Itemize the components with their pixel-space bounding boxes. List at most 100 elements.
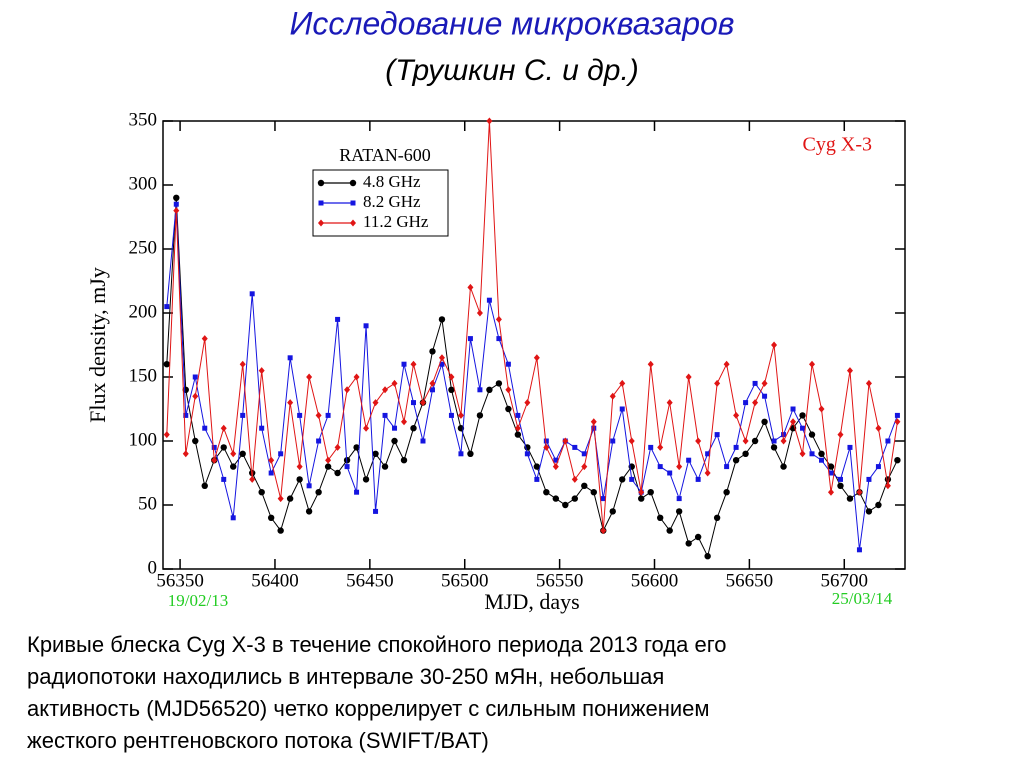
marker	[353, 373, 360, 381]
x-tick-label: 56700	[821, 570, 869, 591]
marker	[676, 496, 682, 502]
marker	[201, 482, 208, 489]
marker	[609, 392, 616, 400]
marker	[695, 437, 702, 445]
marker	[713, 514, 721, 521]
marker	[448, 412, 454, 418]
end-date: 25/03/14	[832, 589, 893, 608]
marker	[619, 406, 625, 412]
marker	[866, 476, 872, 482]
marker	[192, 392, 199, 400]
y-tick-label: 250	[129, 237, 158, 258]
y-tick-label: 300	[129, 173, 158, 194]
marker	[780, 463, 787, 470]
marker	[391, 437, 398, 445]
marker	[619, 476, 626, 483]
marker	[240, 412, 246, 418]
marker	[230, 450, 237, 458]
marker	[534, 476, 540, 482]
marker	[761, 418, 768, 425]
marker	[675, 508, 683, 515]
marker	[562, 437, 569, 445]
marker	[353, 444, 360, 451]
marker	[163, 431, 170, 439]
marker	[349, 179, 357, 187]
x-tick-label: 56600	[631, 570, 679, 591]
series-line	[166, 120, 898, 531]
plot-frame	[162, 120, 906, 570]
marker	[638, 495, 645, 502]
marker	[837, 482, 844, 489]
marker	[724, 464, 730, 470]
marker	[268, 456, 275, 464]
marker	[847, 444, 853, 450]
marker	[391, 379, 398, 387]
marker	[382, 386, 389, 394]
marker	[828, 470, 834, 476]
marker	[362, 476, 370, 483]
marker	[410, 425, 417, 432]
marker	[287, 355, 293, 361]
marker	[334, 443, 341, 451]
marker	[381, 463, 389, 470]
marker	[837, 476, 843, 482]
x-axis-label: MJD, days	[484, 589, 579, 614]
marker	[590, 489, 597, 496]
slide-title: Исследование микроквазаров	[290, 5, 735, 41]
y-tick-label: 150	[129, 365, 158, 386]
marker	[211, 456, 218, 464]
marker	[325, 456, 332, 464]
marker	[363, 323, 369, 329]
marker	[781, 432, 787, 438]
marker	[476, 309, 483, 317]
marker	[192, 437, 199, 445]
marker	[799, 450, 806, 458]
marker	[259, 425, 265, 431]
legend-label: 8.2 GHz	[363, 192, 421, 211]
marker	[808, 431, 816, 438]
marker	[610, 438, 616, 444]
marker	[315, 411, 322, 419]
marker	[676, 463, 683, 471]
marker	[790, 418, 797, 426]
legend-title: RATAN-600	[339, 145, 431, 165]
marker	[733, 444, 739, 450]
marker	[372, 450, 379, 457]
marker	[846, 367, 853, 375]
marker	[809, 451, 815, 457]
marker	[581, 451, 587, 457]
marker	[410, 400, 416, 406]
marker	[572, 444, 578, 450]
marker	[476, 412, 484, 419]
marker	[875, 464, 881, 470]
marker	[505, 386, 512, 394]
marker	[543, 443, 550, 451]
x-tick-label: 56450	[346, 570, 394, 591]
marker	[277, 495, 284, 503]
marker	[230, 463, 237, 470]
marker	[780, 437, 787, 445]
marker	[325, 412, 331, 418]
marker	[315, 489, 322, 496]
marker	[771, 438, 777, 444]
marker	[742, 450, 749, 457]
marker	[884, 476, 892, 483]
marker	[486, 297, 492, 303]
marker	[239, 450, 246, 457]
marker	[581, 482, 588, 489]
marker	[751, 437, 759, 445]
marker	[609, 508, 616, 515]
marker	[571, 495, 579, 502]
marker	[732, 457, 740, 464]
marker	[486, 386, 493, 393]
y-tick-label: 200	[129, 301, 158, 322]
marker	[514, 424, 521, 432]
marker	[819, 457, 825, 463]
marker	[656, 514, 664, 521]
marker	[363, 424, 370, 432]
marker	[439, 361, 445, 367]
marker	[467, 336, 473, 342]
marker	[448, 373, 455, 381]
marker	[865, 508, 873, 515]
